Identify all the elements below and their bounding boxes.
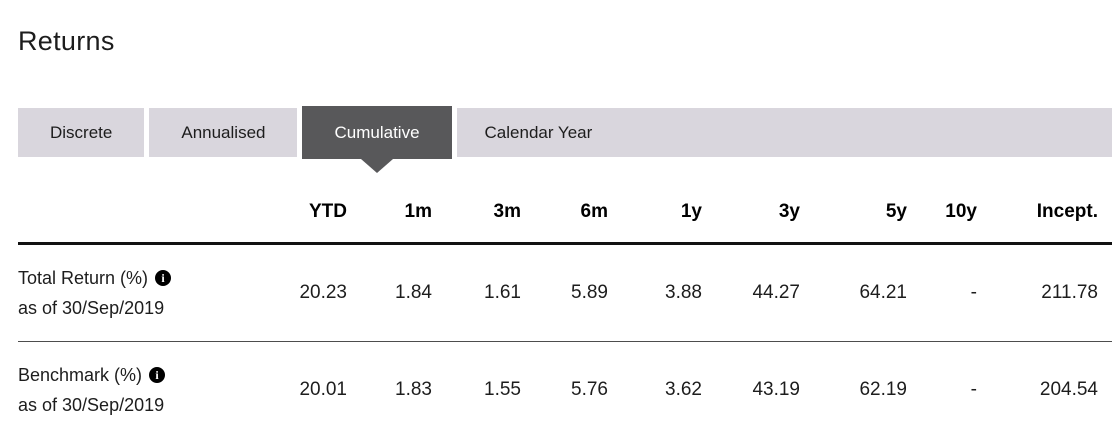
column-header-3y: 3y (702, 157, 800, 245)
info-icon-glyph: i (155, 368, 159, 382)
row-header-total-return: Total Return (%) i as of 30/Sep/2019 (18, 243, 258, 342)
table-row-benchmark: Benchmark (%) i as of 30/Sep/2019 20.01 1… (18, 342, 1112, 436)
column-header-ytd: YTD (258, 157, 347, 245)
column-header-10y: 10y (907, 157, 977, 245)
cell-total-return-1m: 1.84 (347, 243, 432, 342)
cell-benchmark-incept: 204.54 (1039, 379, 1098, 400)
cell-benchmark-6m: 5.76 (571, 379, 608, 400)
column-header-empty (18, 157, 258, 245)
cell-total-return-1y: 3.88 (608, 243, 702, 342)
cell-benchmark-5y: 62.19 (859, 379, 907, 400)
cell-total-return-3m: 1.61 (432, 243, 521, 342)
tab-annualised[interactable]: Annualised (149, 108, 298, 157)
cell-benchmark-3y: 43.19 (752, 379, 800, 400)
table-row-total-return: Total Return (%) i as of 30/Sep/2019 20.2… (18, 243, 1112, 342)
returns-tabbar: Discrete Annualised Cumulative Calendar … (18, 106, 1112, 173)
row-label: Benchmark (%) (18, 365, 143, 385)
column-header-1y: 1y (608, 157, 702, 245)
cell-total-return-3y: 44.27 (702, 243, 800, 342)
cell-total-return-incept: 211.78 (977, 243, 1112, 342)
returns-table: YTD 1m 3m 6m 1y 3y 5y 10y Incept. Total … (18, 157, 1112, 436)
cell-benchmark-1m: 1.83 (395, 379, 432, 400)
cell-total-return-10y: - (907, 243, 977, 342)
cell-benchmark-3m: 1.55 (484, 379, 521, 400)
column-header-incept: Incept. (977, 157, 1112, 245)
row-as-of-date: as of 30/Sep/2019 (18, 395, 165, 415)
info-icon-glyph: i (161, 271, 165, 285)
tab-cumulative[interactable]: Cumulative (302, 106, 452, 173)
cell-total-return-5y: 64.21 (800, 243, 907, 342)
tabbar-filler (620, 108, 1112, 157)
column-header-3m: 3m (432, 157, 521, 245)
info-icon[interactable]: i (155, 270, 172, 286)
cell-benchmark-1y: 3.62 (665, 379, 702, 400)
tab-discrete[interactable]: Discrete (18, 108, 145, 157)
column-header-5y: 5y (800, 157, 907, 245)
table-header-row: YTD 1m 3m 6m 1y 3y 5y 10y Incept. (18, 157, 1112, 245)
row-header-benchmark: Benchmark (%) i as of 30/Sep/2019 (18, 342, 258, 436)
cell-benchmark-10y: - (970, 379, 977, 400)
cell-total-return-ytd: 20.23 (258, 243, 347, 342)
info-icon[interactable]: i (149, 367, 166, 383)
column-header-6m: 6m (521, 157, 608, 245)
row-label: Total Return (%) (18, 268, 149, 288)
row-as-of-date: as of 30/Sep/2019 (18, 298, 165, 318)
cell-benchmark-ytd: 20.01 (299, 379, 347, 400)
cell-total-return-6m: 5.89 (521, 243, 608, 342)
tab-calendar-year[interactable]: Calendar Year (456, 108, 621, 157)
page-title: Returns (18, 26, 115, 56)
